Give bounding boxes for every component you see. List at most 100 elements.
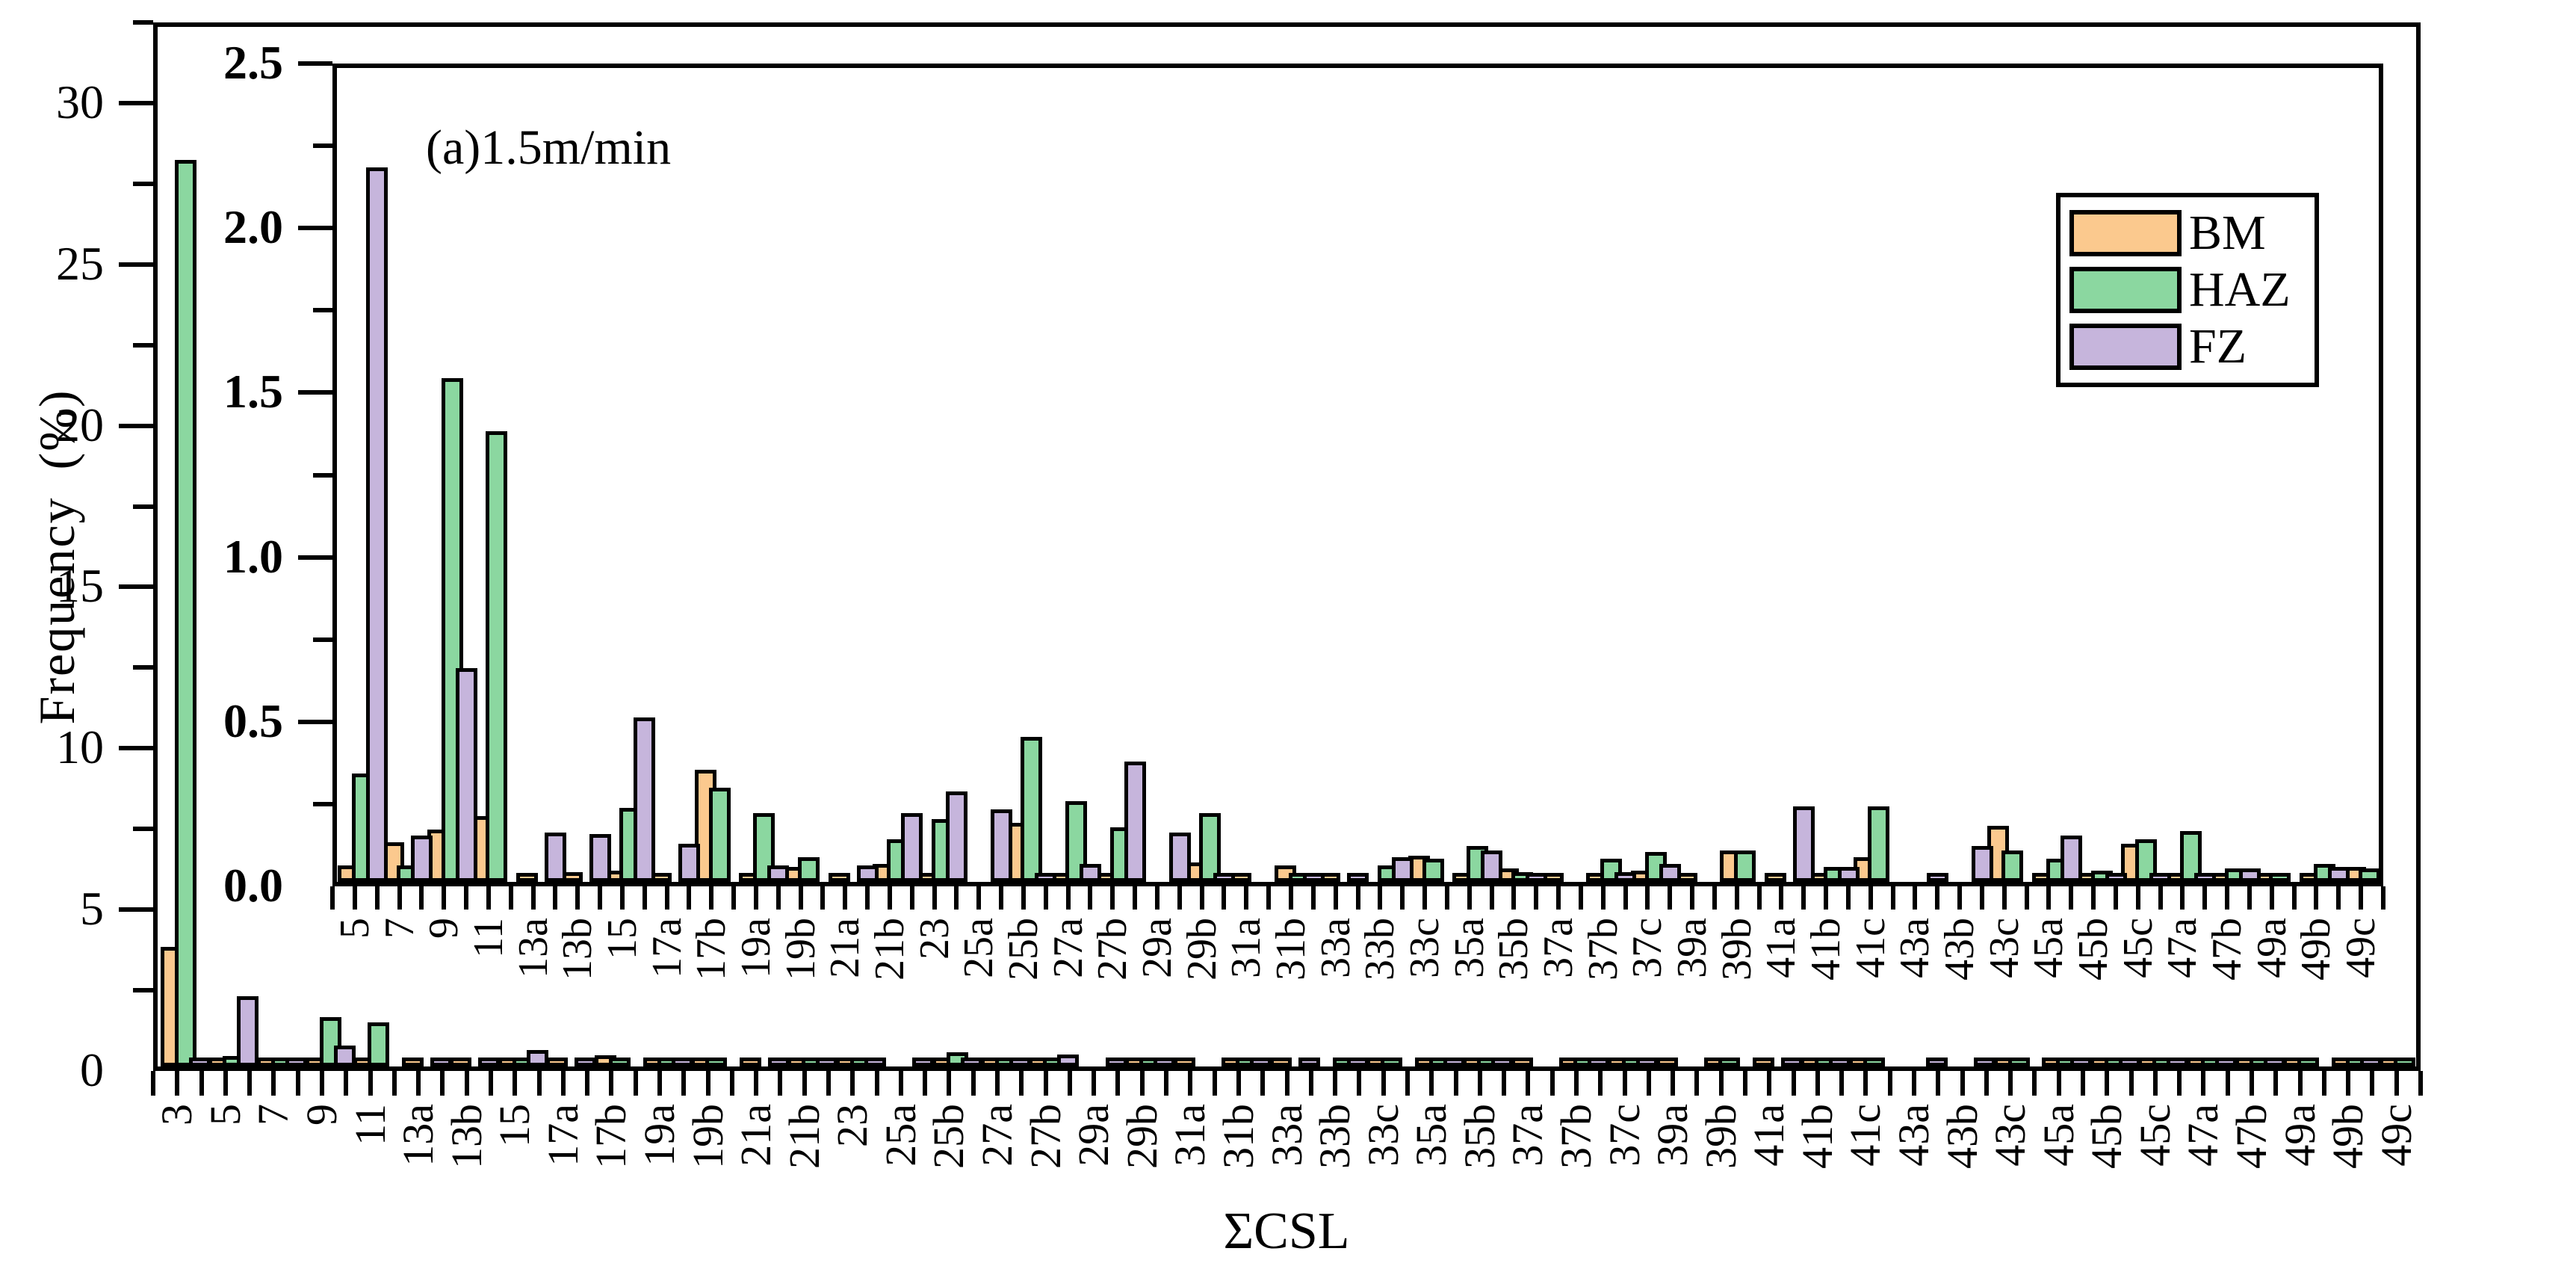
main-xtick xyxy=(898,1071,903,1096)
FZ-bar-7 xyxy=(285,1058,307,1066)
inset-zoom-ytick xyxy=(313,472,332,478)
inset-zoom-xtick xyxy=(976,886,982,910)
inset-zoom-xtick xyxy=(619,886,625,910)
main-xtick xyxy=(1622,1071,1627,1096)
HAZ-bar-49c xyxy=(2394,1058,2416,1066)
main-xtick xyxy=(1863,1071,1868,1096)
BM-bar-31a xyxy=(1173,1058,1195,1066)
main-xtick-label: 3 xyxy=(152,1104,202,1126)
main-ytick xyxy=(133,988,153,993)
inset-zoom-xtick-label: 13b xyxy=(554,918,601,981)
main-xtick-label: 25b xyxy=(924,1104,973,1169)
main-xtick-label: 39a xyxy=(1648,1104,1697,1167)
inset-zoom-xtick xyxy=(1133,886,1138,910)
inset-zoom-xtick xyxy=(687,886,692,910)
main-xtick xyxy=(2273,1071,2279,1096)
main-xtick xyxy=(1477,1071,1482,1096)
main-xtick-label: 25a xyxy=(876,1104,925,1167)
inset-zoom-ytick xyxy=(313,637,332,642)
BM-bar-41a xyxy=(1764,873,1786,882)
inset-zoom-xtick xyxy=(1444,886,1449,910)
main-xtick-label: 43a xyxy=(1889,1104,1938,1167)
inset-zoom-frame xyxy=(332,64,2383,886)
inset-zoom-xtick xyxy=(2113,886,2118,910)
main-ytick-label: 15 xyxy=(56,559,104,613)
main-xtick xyxy=(1139,1071,1145,1096)
main-xtick xyxy=(1212,1071,1217,1096)
HAZ-bar-49a xyxy=(2269,873,2291,882)
FZ-bar-21b xyxy=(901,813,923,882)
main-xtick xyxy=(440,1071,445,1096)
main-xtick xyxy=(1887,1071,1892,1096)
main-xtick xyxy=(729,1071,734,1096)
main-xtick xyxy=(923,1071,928,1096)
inset-zoom-xtick xyxy=(2225,886,2230,910)
main-xtick xyxy=(513,1071,518,1096)
inset-zoom-xtick xyxy=(1110,886,1115,910)
main-xtick-label: 7 xyxy=(249,1104,298,1126)
FZ-bar-25b xyxy=(961,1058,982,1066)
inset-zoom-xtick xyxy=(1801,886,1806,910)
main-xtick xyxy=(1453,1071,1458,1096)
main-xtick xyxy=(416,1071,421,1096)
FZ-bar-13a xyxy=(545,833,566,882)
main-xtick xyxy=(1767,1071,1772,1096)
BM-bar-13b xyxy=(450,1058,472,1066)
FZ-bar-41a xyxy=(1780,1058,1803,1066)
FZ-bar-35b xyxy=(1491,1058,1514,1066)
FZ-bar-45c xyxy=(2167,1058,2189,1066)
main-xtick-label: 29a xyxy=(1069,1104,1118,1167)
FZ-bar-41b xyxy=(1829,1058,1851,1066)
main-xtick-label: 49a xyxy=(2275,1104,2324,1167)
inset-zoom-xtick xyxy=(709,886,714,910)
FZ-bar-19a xyxy=(671,1058,693,1066)
main-xtick-label: 13b xyxy=(442,1104,491,1169)
main-xtick-label: 41b xyxy=(1792,1104,1842,1169)
inset-zoom-xtick-label: 47a xyxy=(2159,918,2206,978)
inset-zoom-xtick-label: 37a xyxy=(1535,918,1582,978)
main-xtick xyxy=(633,1071,638,1096)
main-xtick-label: 47b xyxy=(2226,1104,2276,1169)
inset-zoom-xtick xyxy=(775,886,781,910)
inset-zoom-xtick xyxy=(1668,886,1673,910)
main-ytick xyxy=(133,181,153,186)
main-xtick xyxy=(2080,1071,2085,1096)
inset-zoom-ytick xyxy=(313,143,332,149)
main-xtick xyxy=(2201,1071,2206,1096)
main-xtick-label: 11 xyxy=(345,1104,394,1146)
main-xtick xyxy=(1936,1071,1941,1096)
main-bars xyxy=(158,27,2416,1066)
inset-zoom-xtick xyxy=(374,886,380,910)
main-ytick-label: 5 xyxy=(80,882,104,936)
main-xtick-label: 23 xyxy=(828,1104,877,1147)
inset-zoom-xtick xyxy=(798,886,803,910)
main-xtick-label: 49c xyxy=(2371,1104,2421,1167)
legend-swatch-BM xyxy=(2069,210,2182,256)
inset-zoom-xtick xyxy=(887,886,892,910)
main-xtick-label: 17b xyxy=(586,1104,636,1169)
inset-zoom-xtick xyxy=(1333,886,1338,910)
inset-zoom-xtick xyxy=(1088,886,1093,910)
inset-zoom-xtick xyxy=(1177,886,1182,910)
BM-bar-37a xyxy=(1511,1058,1533,1066)
FZ-bar-17a xyxy=(575,1058,597,1066)
HAZ-bar-49a xyxy=(2297,1058,2320,1066)
inset-zoom-xtick-label: 41a xyxy=(1758,918,1805,978)
inset-zoom-xtick xyxy=(2091,886,2096,910)
FZ-bar-37c xyxy=(1636,1058,1658,1066)
FZ-bar-9 xyxy=(455,668,477,882)
inset-zoom-xtick-label: 19b xyxy=(777,918,824,981)
inset-zoom-xtick xyxy=(1511,886,1517,910)
FZ-bar-41a xyxy=(1792,806,1815,882)
inset-zoom-xtick-label: 23 xyxy=(911,918,958,960)
inset-zoom-xtick xyxy=(2291,886,2297,910)
main-xtick xyxy=(1019,1071,1024,1096)
legend-swatch-HAZ xyxy=(2069,267,2182,313)
main-xtick xyxy=(1188,1071,1193,1096)
inset-zoom-xtick-label: 31b xyxy=(1267,918,1314,981)
main-xtick-label: 33b xyxy=(1310,1104,1360,1169)
main-xtick xyxy=(2249,1071,2254,1096)
inset-zoom-xtick-label: 25b xyxy=(1000,918,1047,981)
inset-zoom-xtick xyxy=(731,886,737,910)
FZ-bar-13b xyxy=(478,1058,501,1066)
